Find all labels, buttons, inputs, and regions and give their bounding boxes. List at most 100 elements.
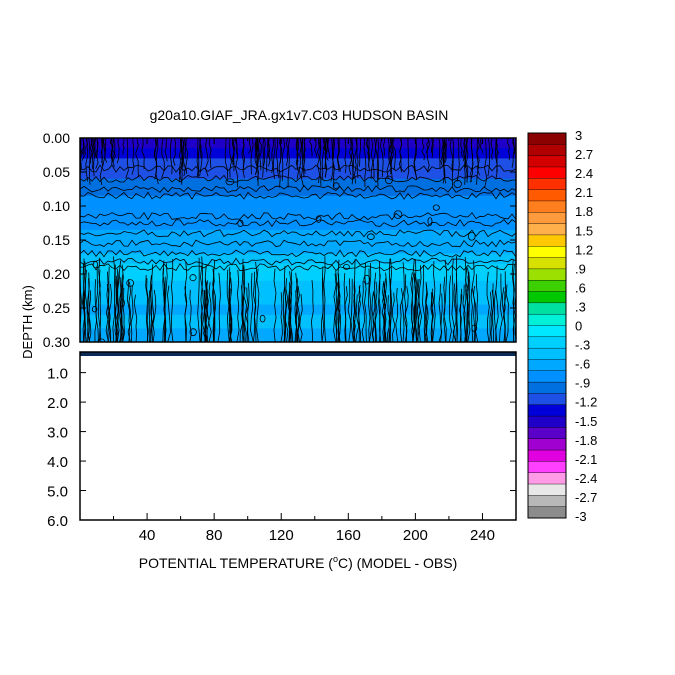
contour-line [465,138,469,179]
contour-line [178,138,183,182]
colorbar-box [527,359,567,372]
contour-line [242,138,246,173]
contour-line [299,293,303,342]
field-band [80,192,516,197]
contour-line [404,274,408,342]
field-band [80,216,516,221]
field-band [80,144,516,149]
colorbar-label: 2.1 [575,185,593,200]
contour-line [372,138,377,179]
contour-line [378,274,382,342]
contour-line [383,138,386,157]
contour-lines [80,138,516,342]
colorbar-box [527,155,567,168]
contour-line [135,138,139,178]
contour-line [401,262,405,342]
contour-loop [92,260,98,269]
colorbar-box [527,461,567,474]
contour-line [248,138,252,154]
contour-line [241,258,245,342]
y-tick-label: 0.05 [43,164,70,180]
contour-line [253,261,258,342]
colorbar-boxes [527,132,567,519]
contour-line [263,138,266,167]
contour-line [127,281,132,342]
colorbar-box [527,449,567,462]
colorbar-box [527,178,567,191]
contour-line [151,264,155,342]
contour-line [358,284,361,342]
contour-line [413,138,418,180]
colorbar-box [527,415,567,428]
contour-loop [189,328,197,337]
contour-line [87,278,90,342]
contour-line [152,289,157,342]
contour-line [167,285,171,342]
contour-line [432,261,436,342]
colorbar-label: .3 [575,299,586,314]
contour-line [239,285,244,342]
contour-line [241,266,245,342]
contour-line [112,256,116,342]
colorbar-box [527,302,567,315]
x-tick-label: 40 [139,527,156,544]
contour-line [418,265,422,342]
contour-line [285,138,289,167]
contour-line [499,273,503,342]
contour-line [462,284,467,342]
colorbar-box [527,370,567,383]
colorbar-label: 2.4 [575,166,593,181]
colorbar-box [527,268,567,281]
contour-line [374,272,378,342]
contour-line [350,138,355,180]
colorbar-box [527,246,567,259]
contour-line [337,259,340,342]
contour-line [141,138,145,170]
colorbar-box [527,200,567,213]
colorbar-frame [527,132,567,519]
contour-line [487,138,491,177]
contour-line [471,260,476,342]
colorbar: 3 2.7 2.4 2.1 1.8 1.5 1.2 .9 .6 .3 0 -.3 -.6 -.9 -1.2 -… [527,128,597,524]
contour-line [197,257,201,342]
contour-line [150,283,153,342]
contour-line [514,295,516,340]
colorbar-label: -1.8 [575,433,597,448]
colorbar-box [527,280,567,293]
contour-line [454,256,458,342]
contour-line [448,275,452,342]
contour-line [120,274,124,342]
contour-line [300,138,304,188]
contour-line [91,138,94,170]
contour-line [114,275,118,342]
contour-line [365,138,370,168]
colorbar-label: .6 [575,280,586,295]
contour-line [511,138,515,168]
contour-loop [237,219,244,227]
contour-line [80,239,516,248]
contour-line [422,264,426,342]
contour-line [392,138,396,171]
contour-loop [471,324,478,332]
colorbar-label: 3 [575,128,582,143]
contour-line [262,138,264,178]
field-band [80,141,516,146]
x-tick-label: 240 [470,527,495,544]
y-tick-label: 4.0 [47,454,68,471]
colorbar-label: -.3 [575,338,590,353]
contour-line [350,278,354,342]
contour-line [250,272,254,342]
contour-line [323,256,326,342]
contour-line [178,138,183,183]
contour-line [287,138,290,188]
contour-line [105,271,109,342]
contour-line [492,283,495,342]
contour-line [217,272,221,342]
contour-line [343,273,347,342]
contour-loop [259,314,266,323]
colorbar-label: -2.1 [575,452,597,467]
contour-line [247,283,250,342]
contour-line [155,138,159,184]
contour-line [130,285,134,342]
contour-line [199,138,202,159]
